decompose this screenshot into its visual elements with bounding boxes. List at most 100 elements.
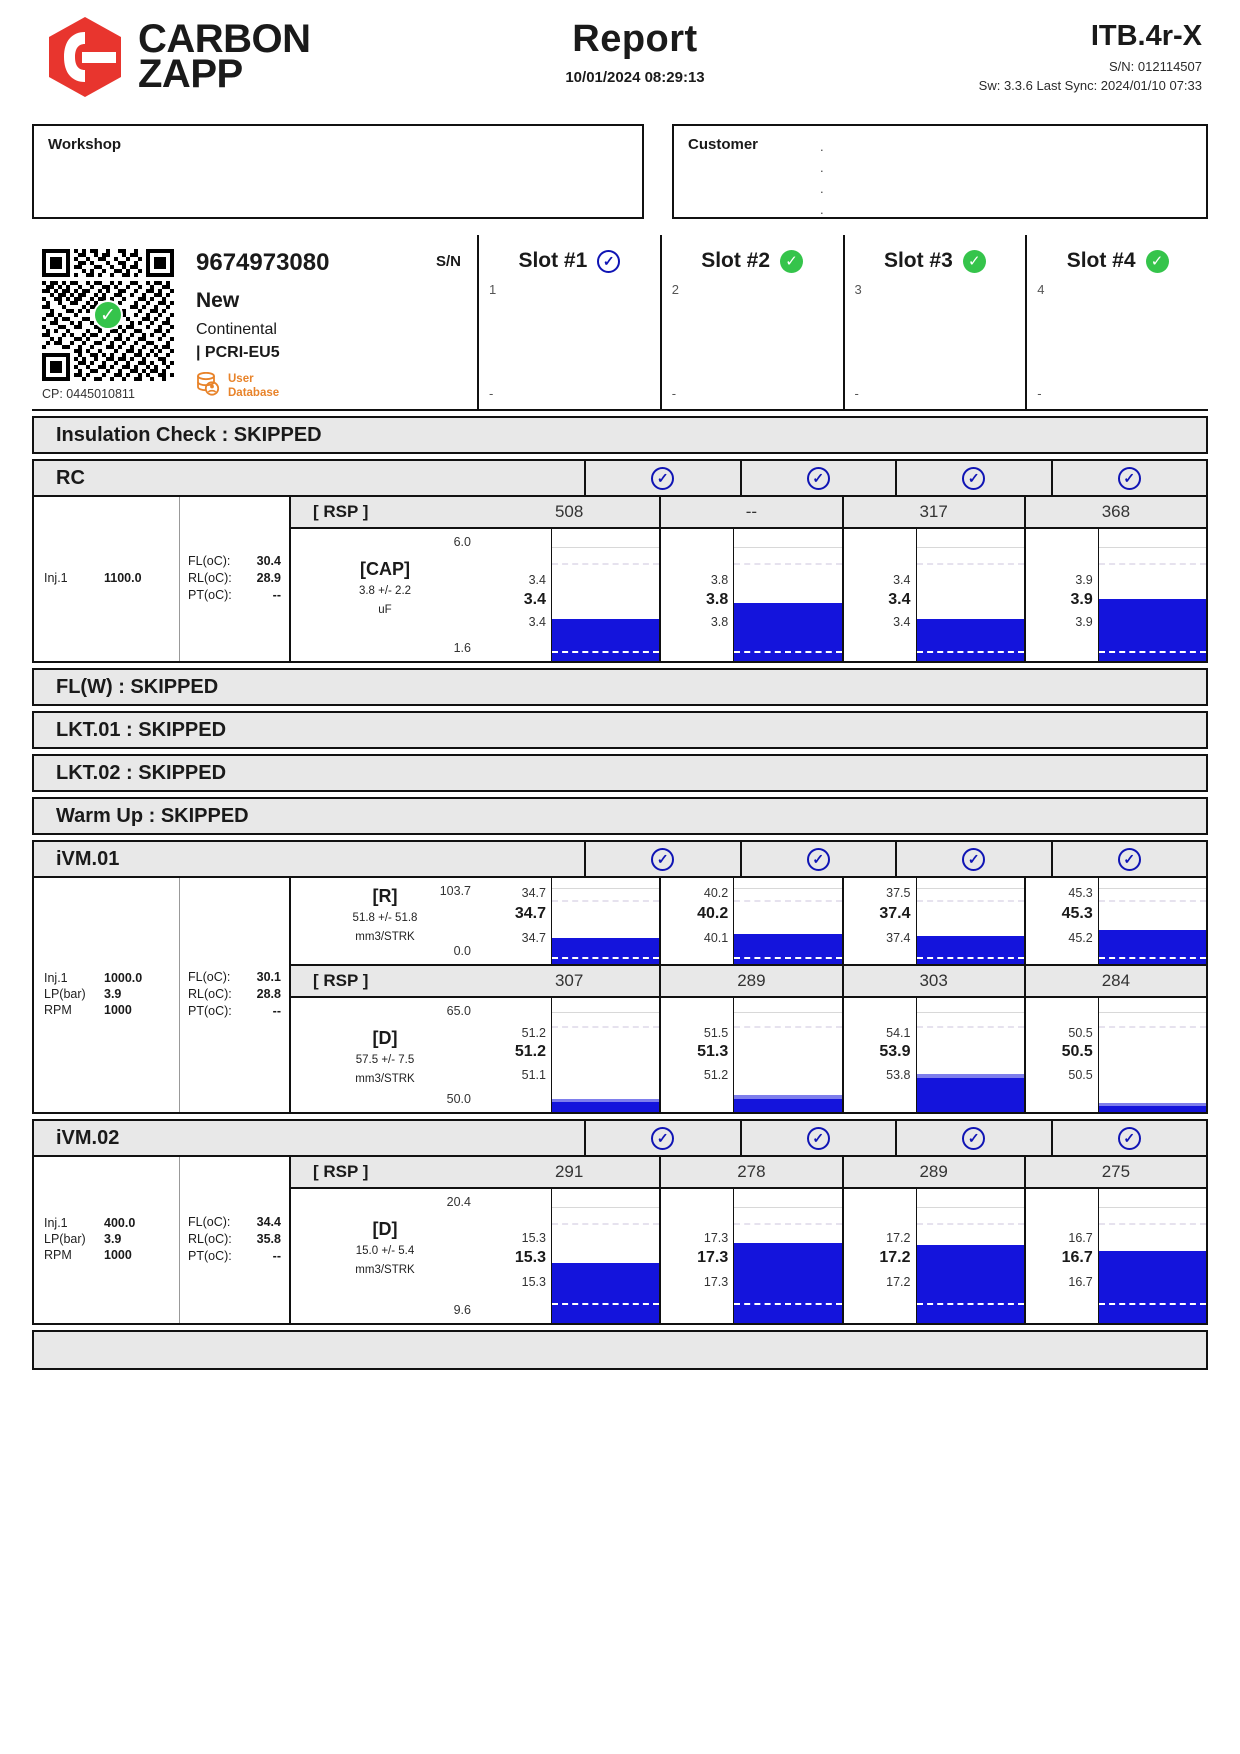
part-number: 9674973080 <box>196 249 330 276</box>
slot-header-1[interactable]: Slot #1 ✓ 1 - <box>477 235 660 409</box>
temp-key: RL(oC): <box>188 570 232 585</box>
ivm02-chart-slot-1: 291 15.3 15.3 15.3 <box>479 1157 660 1323</box>
slot-title: Slot #1 <box>518 249 588 272</box>
ivm01-r-plot-1 <box>551 878 660 964</box>
ivm01-r-axis-min: 0.0 <box>453 944 471 958</box>
section-label: Warm Up : SKIPPED <box>56 804 249 827</box>
ivm02-d-min-2: 17.3 <box>703 1275 729 1289</box>
ivm02-rsp-label: [ RSP ] <box>291 1157 479 1189</box>
section-label: LKT.01 : SKIPPED <box>56 718 227 741</box>
ivm02-d-tolerance: 15.0 +/- 5.4 <box>355 1245 415 1257</box>
ivm02-status-2: ✓ <box>739 1121 896 1155</box>
check-circle-blue-icon: ✓ <box>651 466 675 490</box>
check-circle-blue-icon: ✓ <box>806 466 830 490</box>
rc-val-2: 3.8 <box>706 591 729 608</box>
ivm02-measurement-meta: [ RSP ] 20.4 [D] 15.0 +/- 5.4 mm3/STRK 9… <box>289 1157 479 1323</box>
check-circle-green-icon: ✓ <box>93 300 123 330</box>
rc-val-1: 3.4 <box>523 591 546 608</box>
report-timestamp: 10/01/2024 08:29:13 <box>565 69 705 86</box>
slot-header-2[interactable]: Slot #2 ✓ 2 - <box>659 235 843 409</box>
ivm01-d-val-1: 51.2 <box>514 1043 546 1060</box>
param-value: 3.9 <box>104 1232 122 1246</box>
check-circle-green-icon: ✓ <box>780 249 804 273</box>
ivm01-injector-params: Inj.1 1000.0 LP(bar) 3.9 RPM 1000 <box>34 878 179 1112</box>
customer-box[interactable]: Customer . . . . <box>672 124 1208 219</box>
check-circle-blue-icon: ✓ <box>962 466 986 490</box>
slot-number: 1 <box>489 282 497 297</box>
check-circle-blue-icon: ✓ <box>806 847 830 871</box>
section-warmup: Warm Up : SKIPPED <box>32 797 1208 835</box>
param-value: 1000.0 <box>104 971 143 985</box>
ivm01-rsp-value: 289 <box>661 966 842 998</box>
rc-max-1: 3.4 <box>528 573 546 587</box>
ivm01-r-unit: mm3/STRK <box>355 930 415 943</box>
ivm02-temperatures: FL(oC): 34.4 RL(oC): 35.8 PT(oC): -- <box>179 1157 289 1323</box>
slot-headers: Slot #1 ✓ 1 - Slot #2 ✓ 2 - Slot <box>477 235 1208 409</box>
brand-line-1: CARBON <box>138 16 311 61</box>
workshop-box[interactable]: Workshop <box>32 124 644 219</box>
ivm01-d-axis-max: 65.0 <box>446 1004 471 1018</box>
condition-label: New <box>196 289 240 312</box>
customer-dot: . <box>820 160 824 175</box>
section-insulation-check: Insulation Check : SKIPPED <box>32 416 1208 454</box>
ivm02-charts: 291 15.3 15.3 15.3 <box>479 1157 1206 1323</box>
rc-plot-4 <box>1097 529 1206 661</box>
page-header: CARBON ZAPP Report 10/01/2024 08:29:13 I… <box>32 0 1208 118</box>
ivm02-d-plot-1 <box>551 1189 660 1323</box>
ivm02-d-axis-max: 20.4 <box>446 1195 471 1209</box>
ivm02-d-val-1: 15.3 <box>514 1249 546 1266</box>
ivm02-d-val-2: 17.3 <box>697 1249 729 1266</box>
brand-wordmark: CARBON ZAPP <box>138 16 311 94</box>
param-key: RPM <box>44 1003 72 1017</box>
ivm01-r-val-4: 45.3 <box>1061 905 1093 922</box>
param-value: 3.9 <box>104 987 122 1001</box>
page-title: Report <box>572 18 698 60</box>
ivm01-r-val-3: 37.4 <box>879 905 911 922</box>
slot-value: - <box>1037 386 1042 401</box>
workshop-label: Workshop <box>48 136 122 153</box>
identity-slots-row: ✓ CP: 0445010811 9674973080 S/N New Cont… <box>32 235 1208 411</box>
rc-axis-max: 6.0 <box>453 535 471 549</box>
ivm02-d-max-2: 17.3 <box>703 1231 729 1245</box>
rc-plot-2 <box>733 529 842 661</box>
ivm02-d-min-3: 17.2 <box>886 1275 911 1289</box>
db-line-1: User <box>228 373 254 386</box>
check-circle-blue-icon: ✓ <box>1117 847 1141 871</box>
carbon-zapp-hex-logo-icon <box>42 14 128 100</box>
ivm01-d-val-4: 50.5 <box>1061 1043 1093 1060</box>
rc-rsp-label: [ RSP ] <box>291 497 479 529</box>
temp-value: 30.1 <box>256 969 281 984</box>
ivm01-d-max-2: 51.5 <box>703 1026 729 1040</box>
ivm01-r-max-1: 34.7 <box>521 886 546 900</box>
ivm01-chart-slot-4: 45.3 45.3 45.2 284 <box>1023 878 1206 1112</box>
ivm01-r-min-1: 34.7 <box>521 931 546 945</box>
rc-measurement-meta: [ RSP ] 6.0 [CAP] 3.8 +/- 2.2 uF 1.6 <box>289 497 479 661</box>
database-user-icon <box>196 371 222 401</box>
temp-key: FL(oC): <box>188 553 231 568</box>
ivm01-measurement-meta: 103.7 [R] 51.8 +/- 51.8 mm3/STRK 0.0 [ R… <box>289 878 479 1112</box>
rc-max-4: 3.9 <box>1075 573 1093 587</box>
ivm01-rsp-label: [ RSP ] <box>291 966 479 998</box>
section-label: iVM.02 <box>56 1126 120 1149</box>
cp-number: CP: 0445010811 <box>42 387 135 401</box>
rc-val-4: 3.9 <box>1070 591 1093 608</box>
device-info-block: ITB.4r-X S/N: 012114507 Sw: 3.3.6 Last S… <box>878 14 1208 93</box>
user-database-badge: User Database <box>196 371 477 401</box>
ivm01-d-plot-2 <box>733 998 842 1112</box>
ivm01-d-unit: mm3/STRK <box>355 1072 415 1085</box>
temp-value: 35.8 <box>256 1231 281 1246</box>
rc-chart-slot-2: -- 3.8 3.8 3.8 <box>659 497 842 661</box>
ivm01-d-min-2: 51.2 <box>703 1068 729 1082</box>
param-key: RPM <box>44 1248 72 1262</box>
ivm01-d-min-3: 53.8 <box>886 1068 911 1082</box>
rc-max-3: 3.4 <box>893 573 911 587</box>
param-value: 1100.0 <box>104 571 142 585</box>
ivm02-d-title: [D] <box>372 1219 398 1239</box>
slot-header-3[interactable]: Slot #3 ✓ 3 - <box>842 235 1026 409</box>
ivm01-r-min-2: 40.1 <box>703 931 729 945</box>
slot-number: 3 <box>854 282 862 297</box>
ivm01-d-val-3: 53.9 <box>879 1043 911 1060</box>
ivm01-r-val-2: 40.2 <box>697 905 729 922</box>
ivm01-charts: 34.7 34.7 34.7 307 <box>479 878 1206 1112</box>
slot-header-4[interactable]: Slot #4 ✓ 4 - <box>1025 235 1208 409</box>
